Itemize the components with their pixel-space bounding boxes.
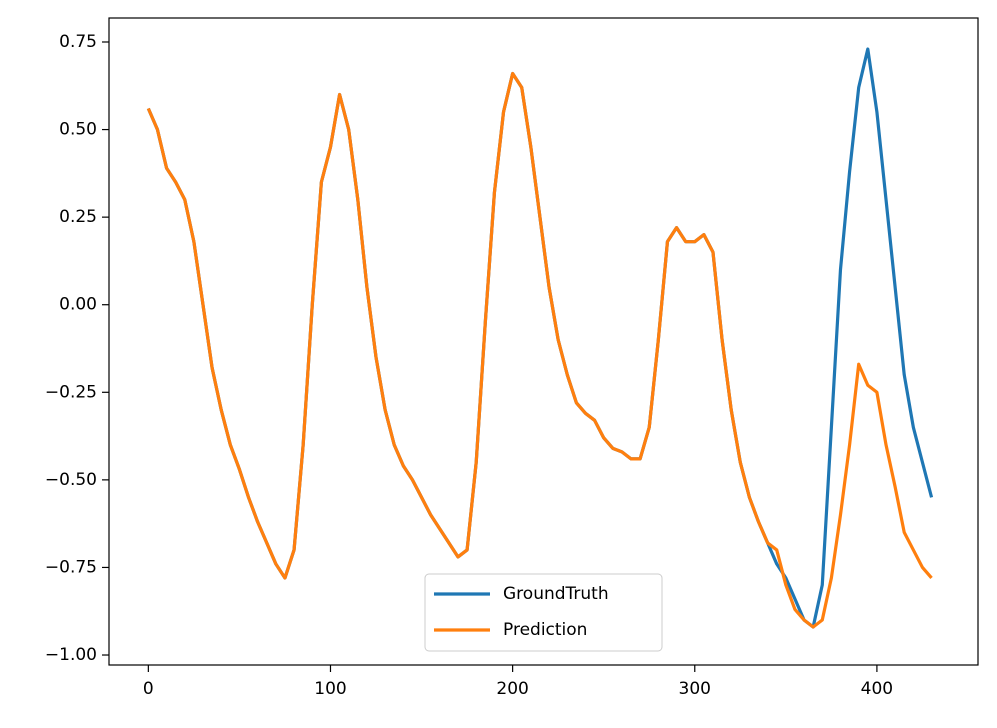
y-tick-label: −1.00 [45, 645, 97, 665]
y-tick-label: 0.75 [59, 32, 97, 52]
x-tick-label: 0 [143, 679, 154, 699]
plot-frame [108, 17, 979, 666]
y-tick-label: 0.50 [59, 120, 97, 140]
y-tick-label: 0.25 [59, 207, 97, 227]
y-tick-label: 0.00 [59, 295, 97, 315]
y-tick-label: −0.25 [45, 382, 97, 402]
y-tick-label: −0.75 [45, 557, 97, 577]
data-line [146, 71, 933, 629]
x-tick-label: 400 [861, 679, 893, 699]
legend-label: GroundTruth [503, 584, 609, 604]
x-tick-label: 200 [496, 679, 528, 699]
y-tick-label: −0.50 [45, 470, 97, 490]
x-tick-label: 300 [679, 679, 711, 699]
x-tick-label: 100 [314, 679, 346, 699]
legend: GroundTruth Prediction [424, 573, 663, 652]
legend-label: Prediction [503, 620, 587, 640]
